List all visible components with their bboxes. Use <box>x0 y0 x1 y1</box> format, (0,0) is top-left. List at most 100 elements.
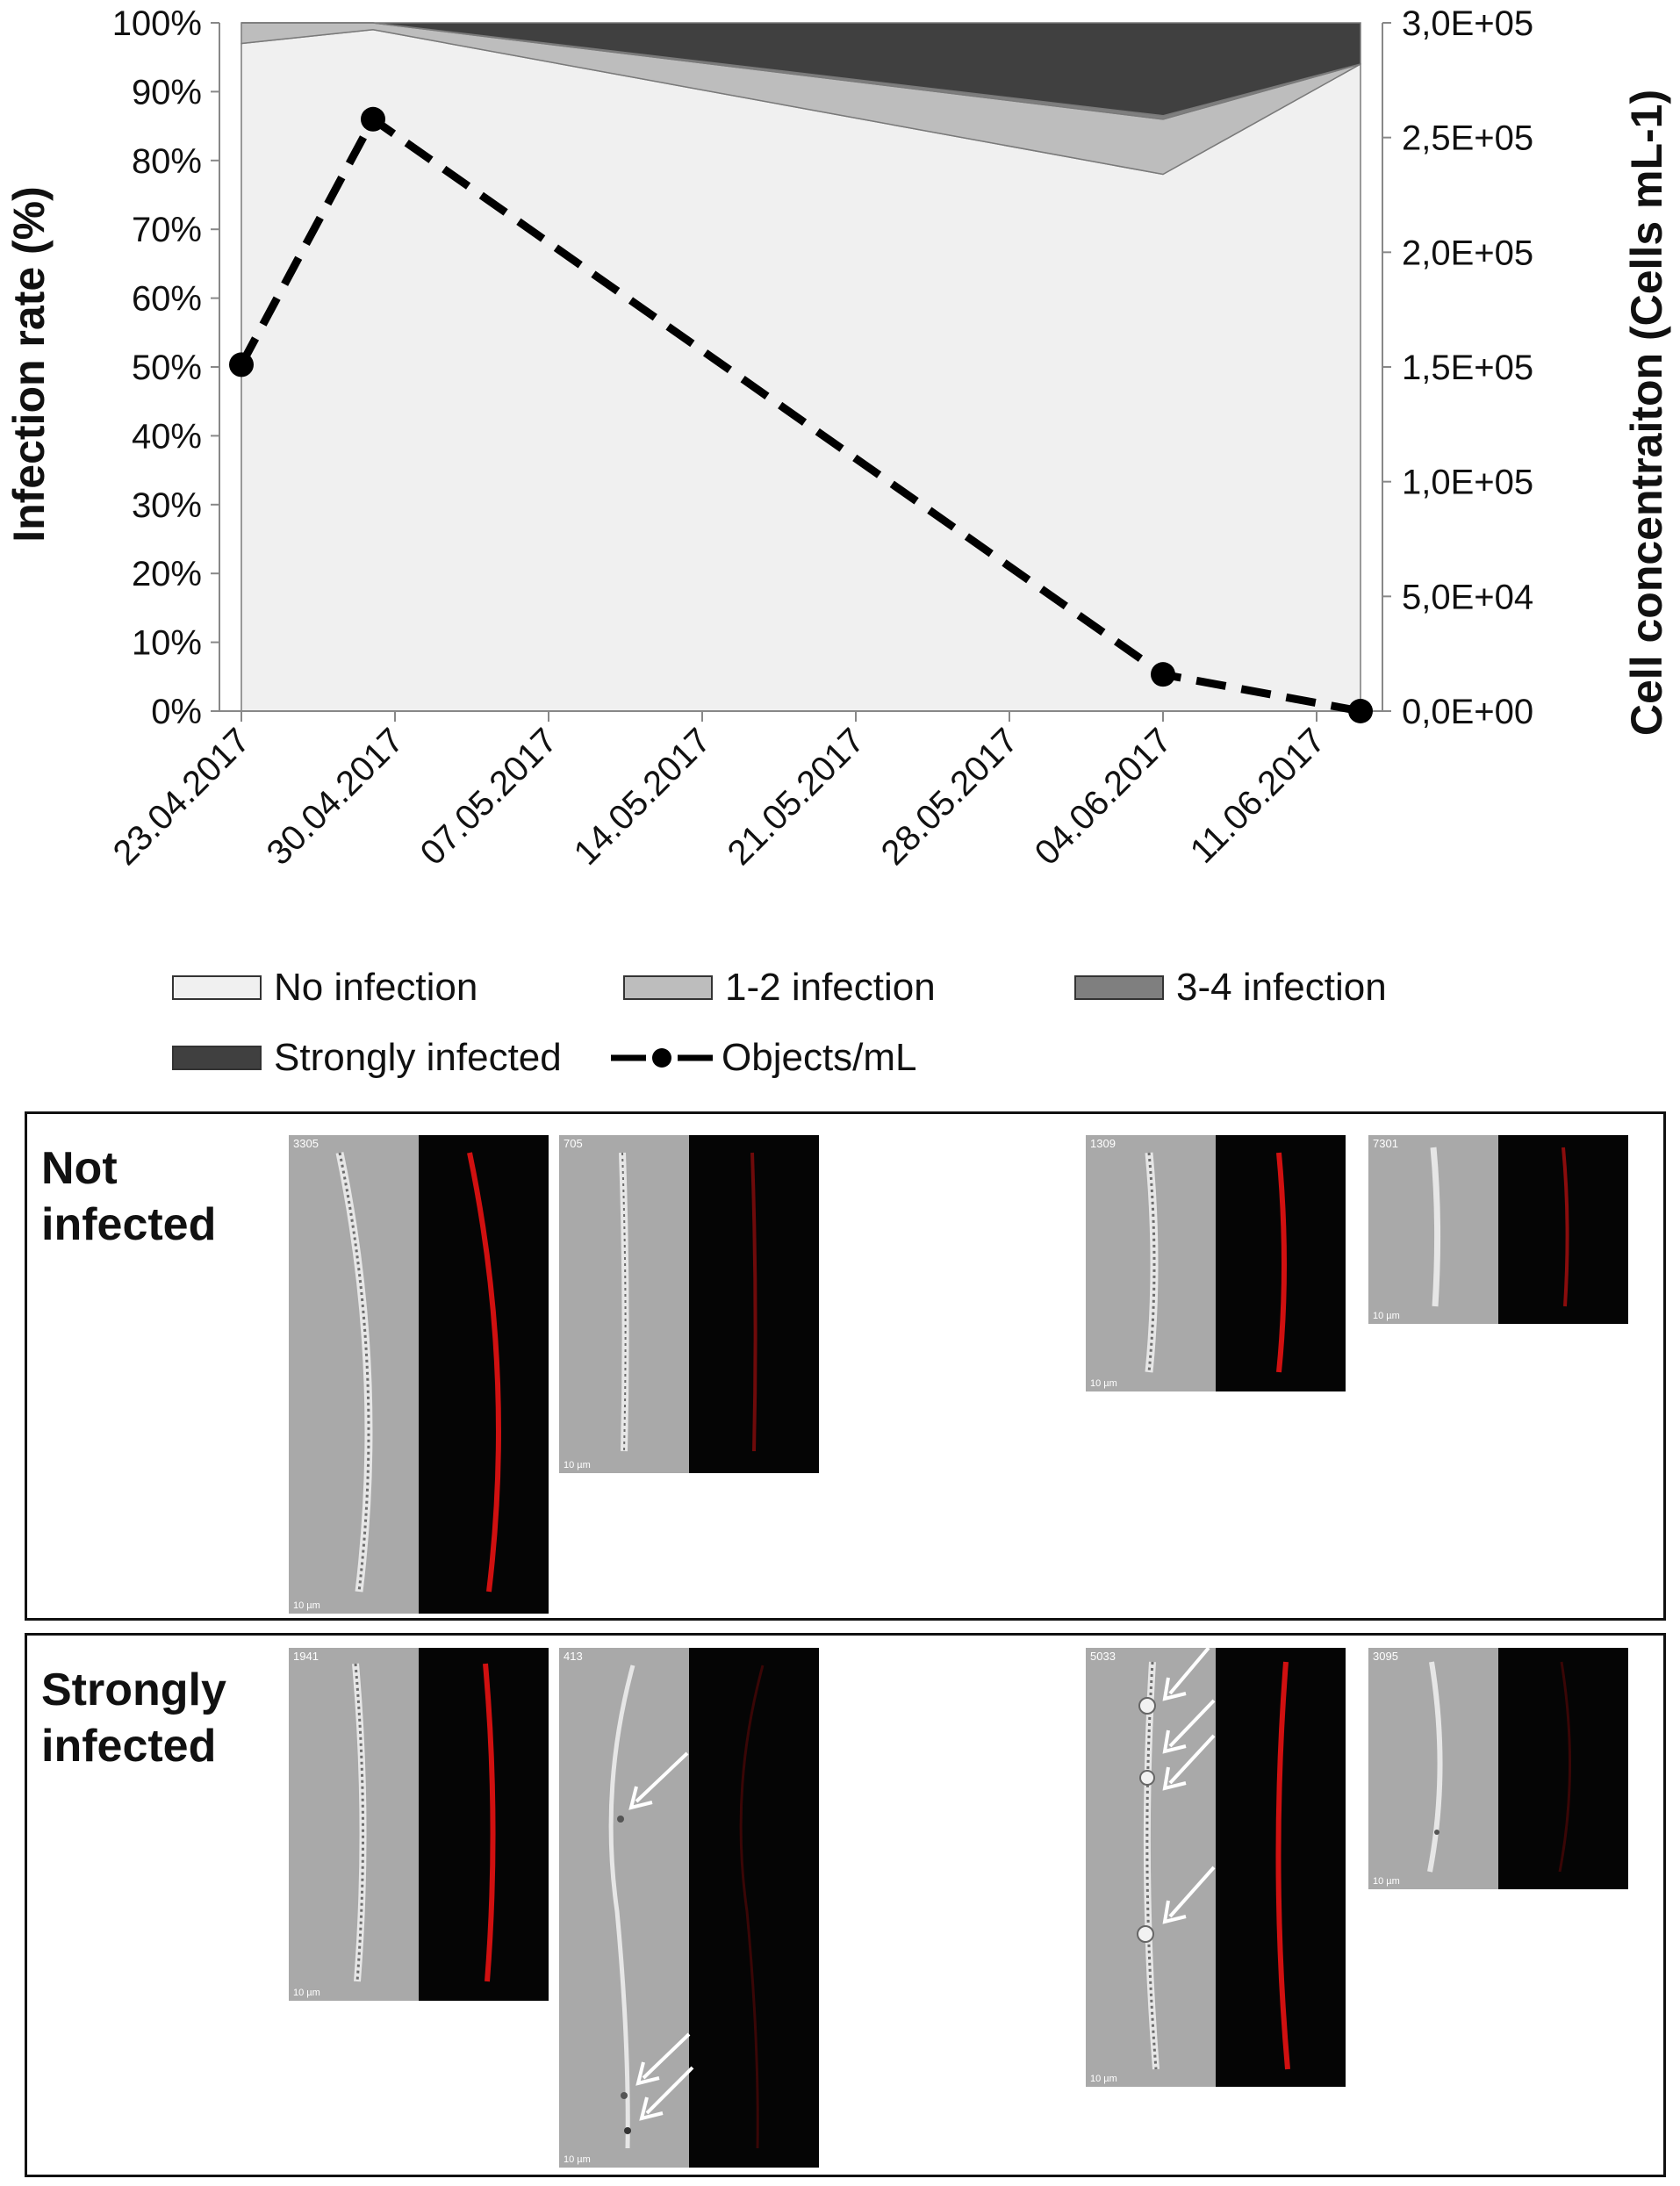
y-tick-label: 60% <box>132 280 202 319</box>
legend-item-objects-ml: Objects/mL <box>609 1032 917 1084</box>
y-tick-label: 50% <box>132 349 202 387</box>
y-tick-label: 80% <box>132 142 202 181</box>
y2-tick-label: 2,5E+05 <box>1402 119 1533 158</box>
arrow-icon <box>639 2066 694 2121</box>
micrograph: 1309 10 µm <box>1086 1135 1346 1391</box>
objects-line-group <box>229 106 1373 723</box>
chart: 0% 10% 20% 30% 40% 50% 60% 70% 80% 90% 100% 0,0E+0… <box>4 4 1671 873</box>
scale-bar: 10 µm <box>293 1600 320 1611</box>
panel-not-infected: Not infected 3305 10 µm 705 10 µm 1309 <box>25 1111 1666 1621</box>
data-point-objects-ml <box>229 352 254 378</box>
fluorescence-image <box>419 1648 549 2001</box>
filament-drawing <box>1145 1152 1287 1373</box>
scale-bar: 10 µm <box>1090 1378 1117 1389</box>
data-point-objects-ml <box>1151 662 1175 687</box>
y-tick-label: 10% <box>132 624 202 663</box>
legend-label: 3-4 infection <box>1176 966 1387 1009</box>
y2-tick-label: 0,0E+00 <box>1402 693 1533 731</box>
fluorescence-image <box>689 1648 819 2168</box>
panel-title: Not infected <box>41 1143 217 1250</box>
x-tick-label: 28.05.2017 <box>874 721 1026 873</box>
filament-drawing <box>1137 1661 1290 2070</box>
filament-drawing <box>619 1152 757 1452</box>
scale-bar: 10 µm <box>1373 1876 1400 1887</box>
y-axis-left: 0% 10% 20% 30% 40% 50% 60% 70% 80% 90% 100% <box>112 4 219 731</box>
scale-bar: 10 µm <box>1090 2074 1117 2084</box>
micrograph: 3095 10 µm <box>1368 1648 1628 1889</box>
stacked-area-group <box>241 22 1361 712</box>
legend-label: Objects/mL <box>722 1036 917 1079</box>
data-point-objects-ml <box>361 106 385 132</box>
micrograph: 1941 10 µm <box>289 1648 549 2001</box>
legend: No infection 1-2 infection 3-4 infection… <box>172 961 1489 1084</box>
y-axis-title: Infection rate (%) <box>4 186 54 543</box>
legend-swatch-1-2-infection <box>623 975 713 1000</box>
x-tick-label: 11.06.2017 <box>1183 721 1333 871</box>
legend-label: Strongly infected <box>274 1036 562 1079</box>
image-id: 1309 <box>1090 1137 1116 1150</box>
y2-tick-label: 1,5E+05 <box>1402 349 1533 387</box>
brightfield-image <box>559 1648 689 2168</box>
micrograph: 705 10 µm <box>559 1135 819 1473</box>
panel-strongly-infected: Strongly infected 1941 10 µm <box>25 1633 1666 2177</box>
micrograph: 5033 10 µm <box>1086 1648 1346 2087</box>
filament-drawing <box>335 1152 501 1593</box>
arrow-icon <box>1162 1699 1216 1754</box>
arrow-icon <box>1162 1734 1216 1791</box>
y-tick-label: 90% <box>132 73 202 111</box>
y2-tick-label: 5,0E+04 <box>1402 578 1533 616</box>
brightfield-image <box>289 1648 419 2001</box>
legend-swatch-no-infection <box>172 975 262 1000</box>
filament-drawing <box>1430 1147 1569 1307</box>
image-id: 3095 <box>1373 1650 1398 1663</box>
arrow-icon <box>635 2032 691 2086</box>
y-tick-label: 30% <box>132 486 202 525</box>
legend-swatch-3-4-infection <box>1074 975 1164 1000</box>
scale-bar: 10 µm <box>293 1988 320 1998</box>
filament-drawing <box>1427 1661 1571 1873</box>
y2-tick-label: 2,0E+05 <box>1402 234 1533 272</box>
legend-item-strongly-infected: Strongly infected <box>172 1032 562 1084</box>
x-tick-label: 14.05.2017 <box>567 721 719 873</box>
image-id: 705 <box>564 1137 583 1150</box>
legend-item-3-4-infection: 3-4 infection <box>1074 961 1387 1014</box>
image-id: 3305 <box>293 1137 319 1150</box>
image-id: 5033 <box>1090 1650 1116 1663</box>
micrograph: 7301 10 µm <box>1368 1135 1628 1324</box>
legend-label: 1-2 infection <box>725 966 936 1009</box>
legend-line-objects-ml <box>611 1048 713 1068</box>
y-tick-label: 100% <box>112 4 202 43</box>
y2-tick-label: 1,0E+05 <box>1402 464 1533 502</box>
filament-drawing <box>352 1663 496 1982</box>
x-tick-label: 21.05.2017 <box>721 721 872 873</box>
x-axis: 23.04.2017 30.04.2017 07.05.2017 14.05.2017… <box>106 711 1333 873</box>
x-tick-label: 04.06.2017 <box>1028 721 1180 873</box>
micrograph: 3305 10 µm <box>289 1135 549 1614</box>
x-tick-label: 23.04.2017 <box>106 721 258 873</box>
arrow-icon <box>1162 1866 1216 1924</box>
legend-swatch-strongly-infected <box>172 1046 262 1070</box>
data-point-objects-ml <box>1348 699 1373 723</box>
y-tick-label: 0% <box>151 693 202 731</box>
y-tick-label: 70% <box>132 211 202 249</box>
area-strongly-infected <box>241 22 1361 117</box>
scale-bar: 10 µm <box>1373 1311 1400 1321</box>
x-tick-label: 30.04.2017 <box>260 721 412 873</box>
micrograph: 413 10 µm <box>559 1648 819 2168</box>
y-tick-label: 20% <box>132 555 202 593</box>
image-id: 413 <box>564 1650 583 1663</box>
x-tick-label: 07.05.2017 <box>413 721 565 873</box>
y2-axis-title: Cell concentraiton (Cells mL-1) <box>1622 90 1671 736</box>
filament-drawing <box>608 1665 765 2149</box>
arrow-icon <box>628 1751 689 1810</box>
arrow-icon <box>1162 1648 1210 1701</box>
legend-item-1-2-infection: 1-2 infection <box>623 961 936 1014</box>
y-tick-label: 40% <box>132 417 202 456</box>
panel-title: Strongly infected <box>41 1665 226 1772</box>
scale-bar: 10 µm <box>564 1460 591 1471</box>
y2-tick-label: 3,0E+05 <box>1402 4 1533 43</box>
y-axis-right: 0,0E+00 5,0E+04 1,0E+05 1,5E+05 2,0E+05 2,5E+… <box>1382 4 1533 731</box>
legend-item-no-infection: No infection <box>172 961 477 1014</box>
series-line-objects-ml <box>238 113 1361 715</box>
image-id: 1941 <box>293 1650 319 1663</box>
